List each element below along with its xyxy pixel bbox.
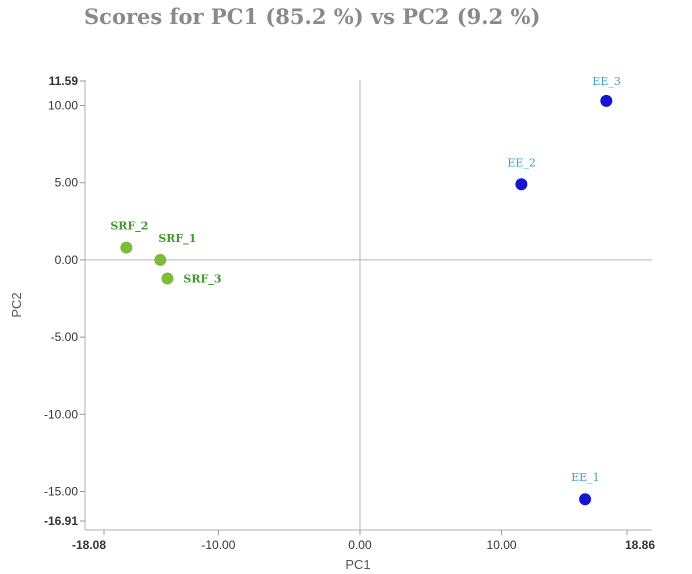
data-point-srf_3	[161, 272, 174, 285]
y-tick-label: 10.00	[48, 99, 78, 113]
x-tick-label: 0.00	[348, 538, 372, 552]
point-label-srf_1: SRF_1	[158, 232, 196, 246]
data-point-ee_2	[515, 178, 528, 191]
data-point-srf_2	[120, 241, 133, 254]
y-tick-label: -15.00	[44, 485, 78, 499]
y-tick-label: -10.00	[44, 407, 78, 421]
y-tick-label: 11.59	[49, 74, 79, 88]
data-point-srf_1	[154, 253, 167, 266]
y-tick-label: 0.00	[55, 253, 79, 267]
point-label-ee_1: EE_1	[571, 471, 600, 484]
chart-title: Scores for PC1 (85.2 %) vs PC2 (9.2 %)	[84, 4, 540, 29]
x-tick-label: 10.00	[487, 538, 517, 552]
y-tick-label: -5.00	[51, 330, 79, 344]
x-tick-label: -10.00	[201, 538, 235, 552]
y-axis-label: PC2	[9, 292, 24, 317]
x-tick-label: 18.86	[625, 538, 655, 552]
x-tick-label: -18.08	[72, 538, 106, 552]
point-label-srf_3: SRF_3	[183, 272, 221, 286]
point-label-ee_3: EE_3	[592, 75, 621, 88]
y-tick-label: -16.91	[44, 514, 78, 528]
point-label-srf_2: SRF_2	[110, 220, 148, 234]
data-point-ee_3	[600, 94, 613, 107]
x-axis-label: PC1	[345, 557, 370, 572]
data-point-ee_1	[579, 493, 592, 506]
point-label-ee_2: EE_2	[507, 156, 536, 169]
y-tick-label: 5.00	[55, 176, 79, 190]
